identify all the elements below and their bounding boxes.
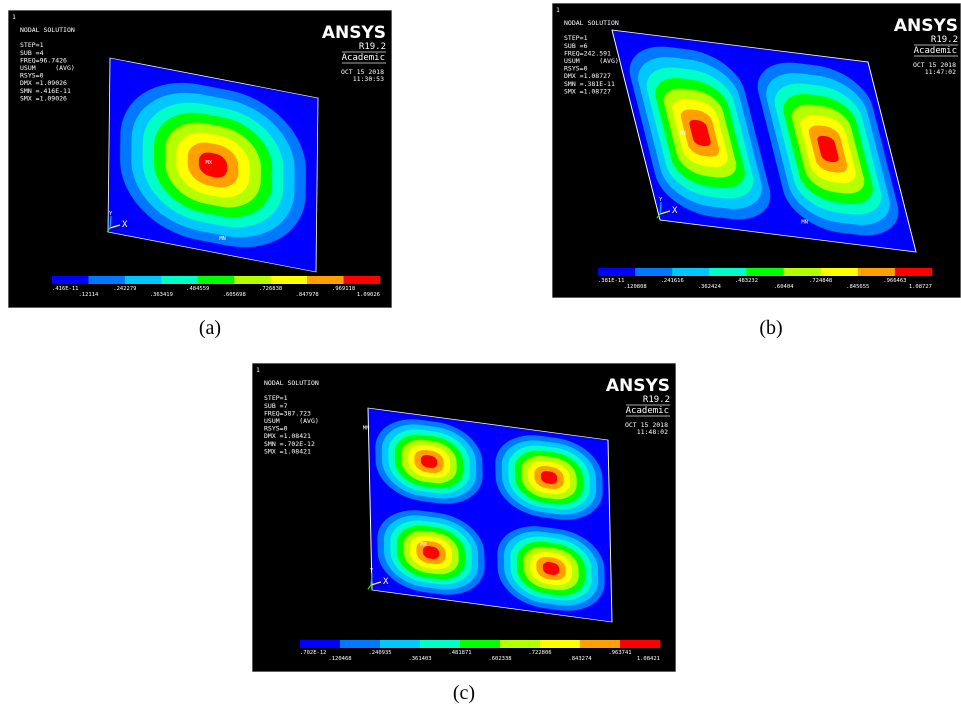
- legend-label: 1.08727: [909, 284, 932, 290]
- legend-label: .724848: [809, 278, 832, 284]
- version: R19.2: [359, 42, 386, 52]
- time: 11:48:02: [637, 428, 668, 436]
- info-line: SMX =1.08727: [564, 87, 611, 95]
- legend-swatch: [540, 640, 580, 648]
- legend-label: 1.08421: [637, 656, 660, 662]
- legend-swatch: [500, 640, 540, 648]
- legend-swatch: [344, 276, 381, 284]
- legend-label: .60404: [774, 284, 795, 290]
- legend-label: .240935: [368, 650, 391, 656]
- plate: [368, 408, 612, 622]
- logo: ANSYS: [894, 16, 958, 36]
- legend-swatch: [420, 640, 460, 648]
- window-number: 1: [556, 6, 560, 14]
- version: R19.2: [643, 395, 670, 405]
- logo: ANSYS: [322, 23, 386, 43]
- legend-swatch: [340, 640, 380, 648]
- legend-swatch: [271, 276, 308, 284]
- logo: ANSYS: [606, 376, 670, 396]
- caption: (a): [199, 317, 221, 339]
- window-number: 1: [256, 366, 260, 374]
- legend-swatch: [88, 276, 125, 284]
- time: 11:47:02: [925, 68, 956, 76]
- edition: Academic: [342, 53, 385, 63]
- caption: (b): [759, 317, 782, 339]
- legend-label: .726838: [259, 286, 282, 292]
- legend-label: 1.09026: [357, 292, 380, 298]
- legend-label: .847978: [296, 292, 319, 298]
- legend-swatch: [307, 276, 344, 284]
- edition: Academic: [914, 46, 957, 56]
- min-label: MN: [219, 236, 226, 242]
- legend-label: .241616: [661, 278, 684, 284]
- legend-swatch: [746, 268, 783, 276]
- legend-label: .722806: [528, 650, 551, 656]
- legend-label: .362424: [698, 284, 722, 290]
- legend-label: .702E-12: [300, 650, 327, 656]
- legend-label: .361403: [408, 656, 431, 662]
- legend-swatch: [52, 276, 89, 284]
- legend-swatch: [234, 276, 271, 284]
- max-label: MX: [420, 542, 427, 548]
- legend-swatch: [300, 640, 340, 648]
- legend-swatch: [672, 268, 709, 276]
- legend-label: .381E-11: [598, 278, 625, 284]
- page: 1NODAL SOLUTIONSTEP=1SUB =4FREQ=96.7426U…: [0, 0, 961, 709]
- legend-label: .602338: [488, 656, 511, 662]
- legend-label: .12114: [79, 292, 100, 298]
- info-line: NODAL SOLUTION: [264, 379, 319, 387]
- axis-x-label: X: [672, 206, 678, 216]
- axis-x-label: X: [383, 577, 389, 587]
- legend-label: .120808: [624, 284, 647, 290]
- legend-swatch: [161, 276, 198, 284]
- legend-label: .363419: [150, 292, 173, 298]
- legend-swatch: [784, 268, 821, 276]
- legend-label: .845655: [846, 284, 869, 290]
- info-line: SMX =1.09026: [20, 94, 67, 102]
- window-number: 1: [12, 13, 16, 21]
- axis-x-label: X: [122, 220, 128, 230]
- legend-swatch: [620, 640, 660, 648]
- legend-swatch: [580, 640, 620, 648]
- legend-label: .242279: [113, 286, 136, 292]
- legend-swatch: [198, 276, 235, 284]
- legend-swatch: [598, 268, 635, 276]
- info-line: NODAL SOLUTION: [564, 19, 619, 27]
- legend-label: .963741: [608, 650, 631, 656]
- legend-swatch: [380, 640, 420, 648]
- legend-label: .484559: [186, 286, 209, 292]
- max-label: MX: [206, 160, 213, 166]
- caption: (c): [453, 682, 475, 704]
- legend-label: .120468: [328, 656, 351, 662]
- legend-label: .969118: [332, 286, 355, 292]
- legend-swatch: [125, 276, 162, 284]
- legend-swatch: [709, 268, 746, 276]
- version: R19.2: [931, 35, 958, 45]
- max-label: MX: [680, 131, 687, 137]
- edition: Academic: [626, 406, 669, 416]
- legend-swatch: [895, 268, 932, 276]
- info-line: NODAL SOLUTION: [20, 26, 75, 34]
- legend-label: .481871: [448, 650, 471, 656]
- legend-swatch: [635, 268, 672, 276]
- figure: 1NODAL SOLUTIONSTEP=1SUB =4FREQ=96.7426U…: [0, 0, 961, 709]
- min-label: MN: [363, 426, 370, 432]
- time: 11:30:53: [353, 75, 384, 83]
- legend-label: .483232: [735, 278, 758, 284]
- info-line: SMX =1.08421: [264, 447, 311, 455]
- legend-swatch: [858, 268, 895, 276]
- legend-label: .966463: [883, 278, 906, 284]
- legend-label: .843274: [568, 656, 592, 662]
- legend-label: .605698: [223, 292, 246, 298]
- legend-swatch: [460, 640, 500, 648]
- legend-swatch: [821, 268, 858, 276]
- panel: 1NODAL SOLUTIONSTEP=1SUB =6FREQ=242.591U…: [552, 3, 961, 298]
- legend-label: .416E-11: [52, 286, 79, 292]
- min-label: MN: [801, 219, 808, 225]
